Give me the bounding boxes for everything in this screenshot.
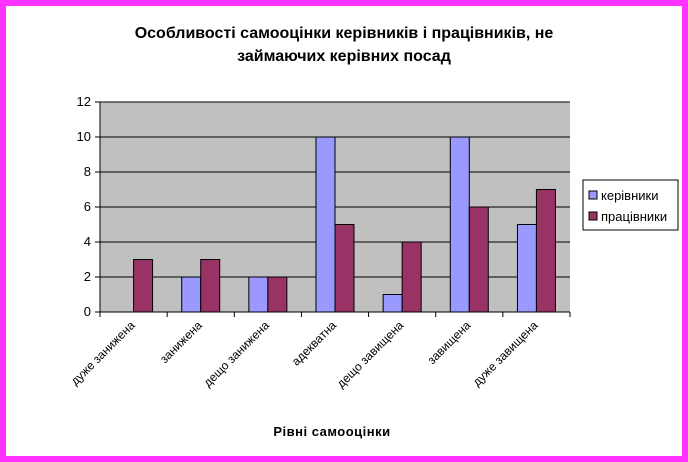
bars xyxy=(133,136,556,313)
y-tick-label: 4 xyxy=(84,234,91,249)
y-tick-label: 6 xyxy=(84,199,91,214)
bar-series-1 xyxy=(315,136,336,313)
y-tick-labels: 0 2 4 6 8 10 12 xyxy=(77,94,91,319)
chart-title-line-1: Особливості самооцінки керівників і прац… xyxy=(135,25,554,42)
legend-label-series-1: керівники xyxy=(601,188,658,203)
legend-box xyxy=(582,179,679,231)
y-tick-label: 0 xyxy=(84,304,91,319)
bar-series-2 xyxy=(468,206,489,313)
bar-series-2 xyxy=(401,241,422,313)
bar-series-2 xyxy=(133,259,154,313)
axes xyxy=(95,101,571,317)
x-axis-title: Рівні самооцінки xyxy=(273,424,390,439)
bar-series-2 xyxy=(334,224,355,313)
bar-series-1 xyxy=(516,224,537,313)
y-tick-label: 12 xyxy=(77,94,91,109)
bar-series-1 xyxy=(248,276,269,313)
bar-series-1 xyxy=(449,136,470,313)
legend-swatch-series-1 xyxy=(588,190,598,200)
x-tick-label: адекватна xyxy=(289,318,339,368)
x-tick-label: занижена xyxy=(157,318,205,366)
x-tick-label: дуже завищена xyxy=(470,318,541,389)
bar-series-2 xyxy=(200,259,221,313)
x-tick-label: дуже занижена xyxy=(68,318,138,388)
bar-series-1 xyxy=(181,276,202,313)
x-tick-label: дещо завищена xyxy=(334,318,407,391)
legend: керівники працівники xyxy=(582,179,679,231)
legend-swatch-series-2 xyxy=(588,211,598,221)
chart-title: Особливості самооцінки керівників і прац… xyxy=(135,25,554,65)
y-tick-label: 8 xyxy=(84,164,91,179)
x-tick-label: завищена xyxy=(425,318,474,367)
y-tick-label: 10 xyxy=(77,129,91,144)
legend-label-series-2: працівники xyxy=(601,209,667,224)
x-tick-label: дещо занижена xyxy=(201,318,273,390)
y-tick-label: 2 xyxy=(84,269,91,284)
bar-series-2 xyxy=(267,276,288,313)
chart-title-line-2: займаючих керівних посад xyxy=(237,48,451,65)
bar-series-1 xyxy=(382,294,403,313)
bar-series-2 xyxy=(535,189,556,313)
